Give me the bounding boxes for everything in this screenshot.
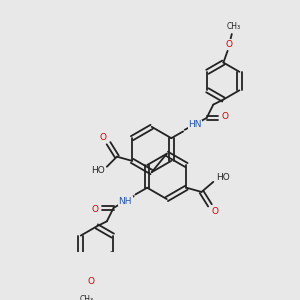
Text: HO: HO	[217, 173, 230, 182]
Text: O: O	[212, 207, 218, 216]
Text: CH₃: CH₃	[226, 22, 241, 31]
Text: O: O	[226, 40, 233, 49]
Text: NH: NH	[118, 197, 132, 206]
Text: O: O	[87, 277, 94, 286]
Text: CH₃: CH₃	[80, 295, 94, 300]
Text: O: O	[92, 205, 99, 214]
Text: O: O	[100, 133, 107, 142]
Text: O: O	[222, 112, 229, 121]
Text: HN: HN	[188, 120, 202, 129]
Text: HO: HO	[92, 167, 105, 176]
